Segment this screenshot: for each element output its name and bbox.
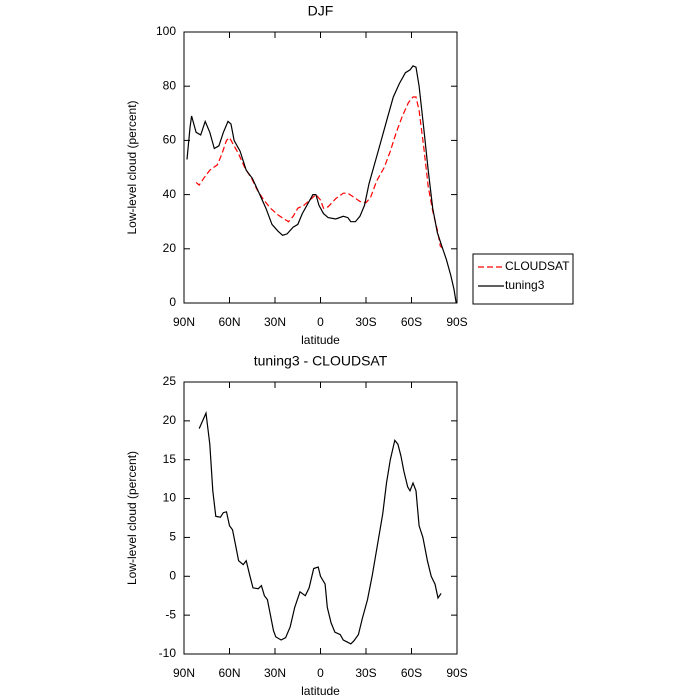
plot-frame <box>183 31 458 304</box>
x-tick-label: 30S <box>355 666 376 680</box>
y-tick-label: -10 <box>159 646 177 660</box>
legend-box <box>472 253 574 305</box>
x-tick-label: 90N <box>173 315 195 329</box>
x-tick-label: 60N <box>218 666 240 680</box>
x-tick-label: 60N <box>218 315 240 329</box>
legend-label: tuning3 <box>505 278 545 292</box>
x-tick-label: 90S <box>446 315 467 329</box>
y-tick-label: 15 <box>163 452 177 466</box>
chart-title: DJF <box>308 3 334 19</box>
x-tick-label: 60S <box>401 315 422 329</box>
x-tick-label: 90N <box>173 666 195 680</box>
plot-frame <box>183 381 458 655</box>
chart-title: tuning3 - CLOUDSAT <box>254 353 388 369</box>
y-tick-label: 25 <box>163 374 177 388</box>
y-tick-label: 20 <box>163 241 177 255</box>
x-axis-label: latitude <box>301 684 340 698</box>
y-tick-label: 100 <box>156 24 176 38</box>
y-axis-label: Low-level cloud (percent) <box>125 451 139 585</box>
x-axis-label: latitude <box>301 333 340 347</box>
y-axis-label: Low-level cloud (percent) <box>125 100 139 234</box>
y-tick-label: -5 <box>165 607 176 621</box>
y-tick-label: 60 <box>163 133 177 147</box>
y-tick-label: 5 <box>169 530 176 544</box>
x-tick-label: 0 <box>317 315 324 329</box>
x-tick-label: 30S <box>355 315 376 329</box>
x-tick-label: 30N <box>264 666 286 680</box>
y-tick-label: 0 <box>169 295 176 309</box>
x-tick-label: 60S <box>401 666 422 680</box>
x-tick-label: 90S <box>446 666 467 680</box>
y-tick-label: 40 <box>163 187 177 201</box>
y-tick-label: 20 <box>163 413 177 427</box>
legend-label: CLOUDSAT <box>505 259 570 273</box>
data-line <box>195 96 444 250</box>
x-tick-label: 0 <box>317 666 324 680</box>
y-tick-label: 10 <box>163 491 177 505</box>
data-line <box>198 410 442 645</box>
y-tick-label: 80 <box>163 78 177 92</box>
data-line <box>186 65 457 304</box>
x-tick-label: 30N <box>264 315 286 329</box>
y-tick-label: 0 <box>169 568 176 582</box>
